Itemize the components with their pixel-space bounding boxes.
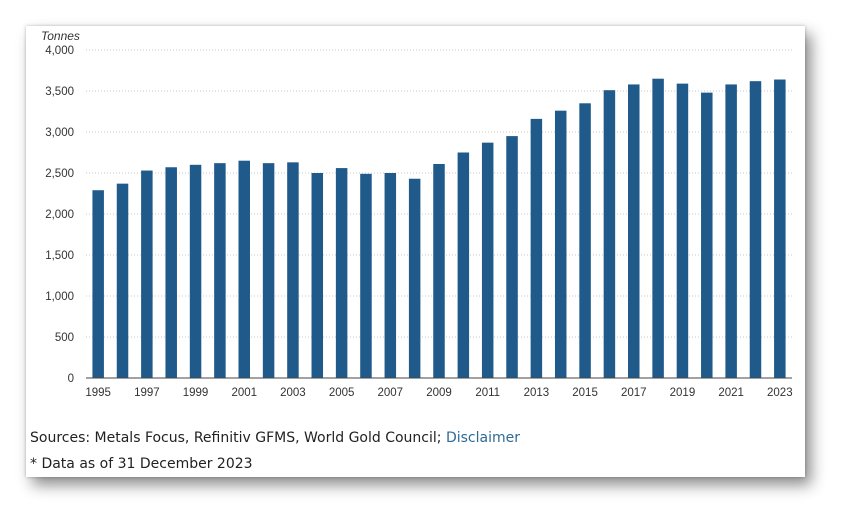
bar-2010 xyxy=(457,152,470,378)
x-tick-label: 2013 xyxy=(524,387,550,399)
y-axis-ticks: 0 500 1,000 1,500 2,000 2,500 3,000 3,500 4,000 xyxy=(45,45,74,385)
bar-2003 xyxy=(287,162,299,378)
x-tick-label: 2015 xyxy=(572,387,598,399)
bar-2000 xyxy=(214,163,226,378)
x-tick-label: 2003 xyxy=(280,387,306,399)
x-axis-ticks: 1995 1997 1999 2001 2003 2005 2007 2009 2011 2013… xyxy=(85,387,792,399)
x-tick-label: 2005 xyxy=(329,387,355,399)
bar-chart: 05001,0001,5002,0002,5003,0003,5004,000 … xyxy=(41,29,793,399)
bar-2017 xyxy=(628,84,640,378)
bar-2014 xyxy=(554,110,567,379)
x-tick-label: 2001 xyxy=(231,387,257,399)
data-as-of-note: * Data as of 31 December 2023 xyxy=(30,456,253,472)
x-tick-label: 1995 xyxy=(85,387,111,399)
y-tick-label: 2,000 xyxy=(45,209,74,221)
bar-2019 xyxy=(676,83,689,378)
y-tick-label: 4,000 xyxy=(45,45,74,57)
bar-2002 xyxy=(262,163,275,378)
y-tick-label: 3,500 xyxy=(45,86,74,98)
bar-2009 xyxy=(433,163,445,378)
bar-2018 xyxy=(652,78,664,378)
x-tick-label: 2007 xyxy=(378,387,404,399)
chart-card: 0 500 1,000 1,500 2,000 2,500 3,000 3,500 4,000 … xyxy=(26,26,805,477)
gridlines xyxy=(86,49,792,338)
bar-2004 xyxy=(311,173,324,378)
bar-2023 xyxy=(774,79,786,378)
bar-1995 xyxy=(92,190,104,378)
x-tick-label: 2017 xyxy=(621,387,647,399)
bar-2021 xyxy=(725,84,737,378)
y-tick-label: 0 xyxy=(68,373,74,385)
bar-2015 xyxy=(579,103,591,379)
x-tick-label: 2019 xyxy=(670,387,696,399)
y-tick-label: 1,500 xyxy=(45,250,74,262)
x-tick-label: 1999 xyxy=(183,387,209,399)
y-unit-label: Tonnes xyxy=(41,29,80,43)
bar-1998 xyxy=(165,167,177,378)
disclaimer-link[interactable]: Disclaimer xyxy=(445,430,520,446)
bars xyxy=(92,78,786,379)
bar-2005 xyxy=(335,168,348,378)
bar-2006 xyxy=(360,173,372,378)
y-tick-label: 3,000 xyxy=(45,127,74,139)
x-tick-label: 2021 xyxy=(718,387,744,399)
x-tick-label: 2009 xyxy=(426,387,452,399)
bar-2011 xyxy=(481,142,494,378)
bar-2001 xyxy=(238,160,250,378)
x-tick-label: 2011 xyxy=(475,387,500,399)
y-tick-label: 2,500 xyxy=(45,168,74,180)
bar-2013 xyxy=(530,118,543,378)
y-tick-label: 500 xyxy=(55,332,74,344)
bar-1997 xyxy=(141,170,153,378)
bar-1996 xyxy=(116,183,129,378)
sources-text: Sources: Metals Focus, Refinitiv GFMS, W… xyxy=(30,430,446,446)
sources-line: Sources: Metals Focus, Refinitiv GFMS, W… xyxy=(30,430,520,446)
bar-2020 xyxy=(701,92,713,378)
y-tick-label: 1,000 xyxy=(45,291,74,303)
bar-1999 xyxy=(189,164,202,378)
x-tick-label: 1997 xyxy=(134,387,160,399)
x-tick-label: 2023 xyxy=(767,387,793,399)
bar-2008 xyxy=(408,178,421,378)
bar-2007 xyxy=(384,173,397,378)
bar-2022 xyxy=(749,81,762,378)
bar-2016 xyxy=(603,90,616,379)
bar-2012 xyxy=(506,136,518,378)
